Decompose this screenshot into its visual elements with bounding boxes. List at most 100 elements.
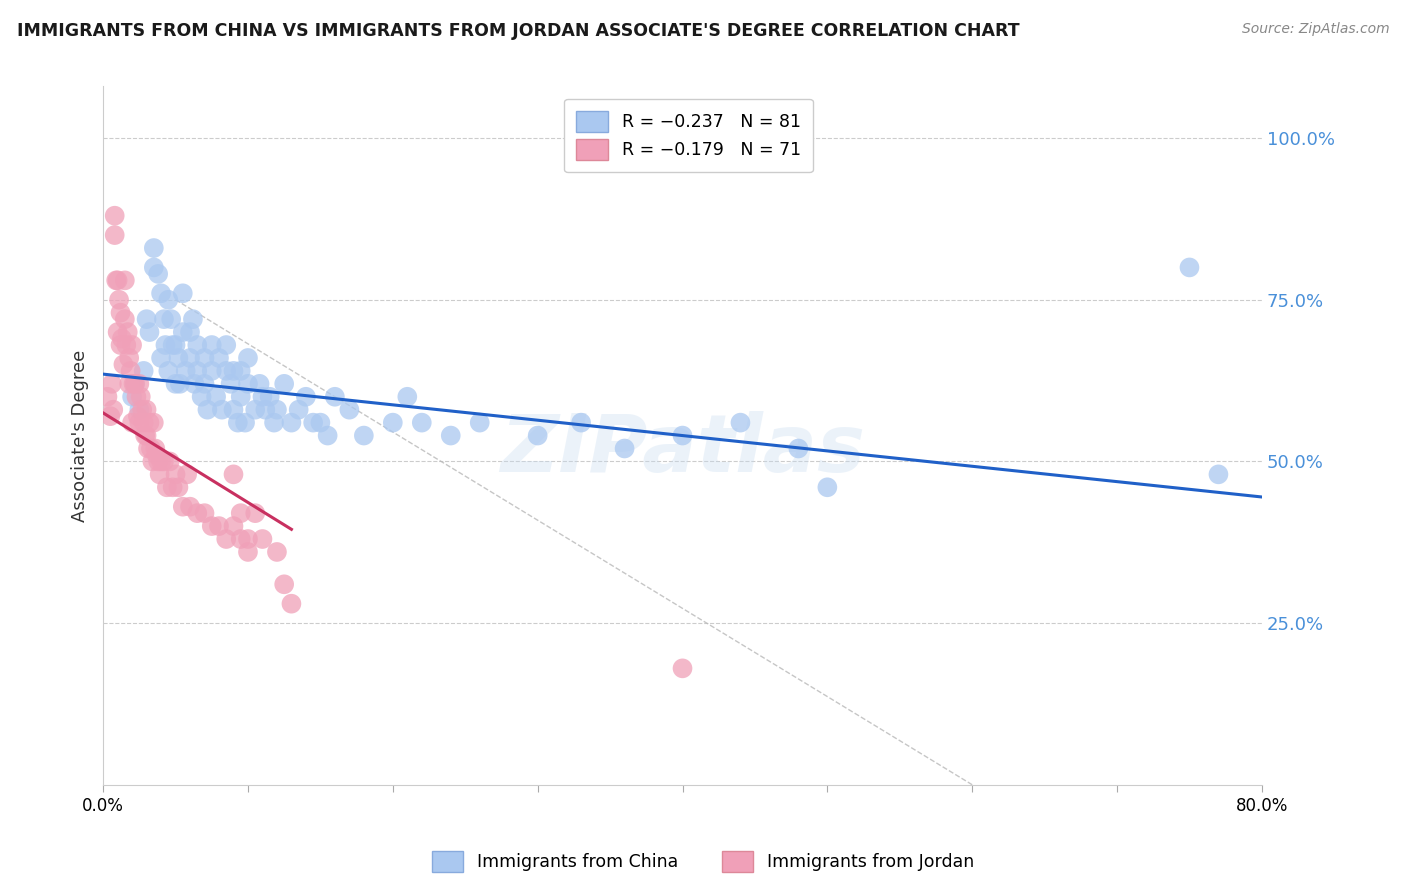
Point	[127, 409, 149, 424]
Point	[121, 390, 143, 404]
Point	[309, 416, 332, 430]
Point	[316, 428, 339, 442]
Point	[142, 416, 165, 430]
Point	[107, 325, 129, 339]
Point	[100, 409, 122, 424]
Point	[411, 416, 433, 430]
Point	[201, 519, 224, 533]
Point	[104, 209, 127, 223]
Point	[176, 467, 198, 482]
Point	[135, 428, 157, 442]
Point	[167, 480, 190, 494]
Point	[266, 402, 288, 417]
Point	[125, 390, 148, 404]
Text: IMMIGRANTS FROM CHINA VS IMMIGRANTS FROM JORDAN ASSOCIATE'S DEGREE CORRELATION C: IMMIGRANTS FROM CHINA VS IMMIGRANTS FROM…	[17, 22, 1019, 40]
Point	[468, 416, 491, 430]
Point	[186, 364, 208, 378]
Point	[174, 364, 197, 378]
Point	[193, 506, 215, 520]
Point	[440, 428, 463, 442]
Point	[138, 325, 160, 339]
Point	[136, 442, 159, 456]
Point	[121, 338, 143, 352]
Point	[254, 402, 277, 417]
Point	[236, 545, 259, 559]
Point	[236, 351, 259, 365]
Point	[138, 416, 160, 430]
Point	[115, 338, 138, 352]
Point	[249, 376, 271, 391]
Point	[105, 273, 128, 287]
Point	[181, 312, 204, 326]
Point	[787, 442, 810, 456]
Point	[245, 506, 267, 520]
Point	[132, 416, 155, 430]
Point	[229, 364, 252, 378]
Point	[211, 402, 233, 417]
Point	[1208, 467, 1230, 482]
Point	[145, 448, 167, 462]
Point	[169, 376, 191, 391]
Point	[165, 467, 187, 482]
Point	[162, 480, 184, 494]
Point	[114, 312, 136, 326]
Point	[222, 519, 245, 533]
Point	[287, 402, 309, 417]
Point	[103, 402, 125, 417]
Point	[142, 260, 165, 275]
Point	[381, 416, 404, 430]
Point	[129, 390, 152, 404]
Point	[233, 416, 256, 430]
Point	[197, 402, 219, 417]
Point	[117, 325, 139, 339]
Point	[118, 376, 141, 391]
Point	[172, 500, 194, 514]
Point	[128, 376, 150, 391]
Point	[613, 442, 636, 456]
Point	[157, 364, 180, 378]
Point	[671, 428, 693, 442]
Point	[96, 390, 118, 404]
Point	[128, 416, 150, 430]
Point	[280, 416, 302, 430]
Point	[153, 312, 176, 326]
Point	[120, 364, 142, 378]
Point	[273, 577, 295, 591]
Point	[179, 325, 201, 339]
Point	[229, 532, 252, 546]
Legend: Immigrants from China, Immigrants from Jordan: Immigrants from China, Immigrants from J…	[425, 844, 981, 879]
Point	[160, 312, 183, 326]
Point	[155, 338, 177, 352]
Point	[172, 286, 194, 301]
Point	[135, 312, 157, 326]
Point	[215, 532, 238, 546]
Point	[229, 390, 252, 404]
Text: Source: ZipAtlas.com: Source: ZipAtlas.com	[1241, 22, 1389, 37]
Point	[107, 273, 129, 287]
Point	[236, 532, 259, 546]
Point	[193, 351, 215, 365]
Point	[295, 390, 318, 404]
Point	[222, 364, 245, 378]
Point	[104, 228, 127, 243]
Point	[280, 597, 302, 611]
Point	[201, 364, 224, 378]
Point	[263, 416, 285, 430]
Legend: R = −0.237   N = 81, R = −0.179   N = 71: R = −0.237 N = 81, R = −0.179 N = 71	[564, 98, 813, 172]
Point	[146, 454, 169, 468]
Point	[146, 267, 169, 281]
Point	[730, 416, 752, 430]
Point	[128, 402, 150, 417]
Point	[132, 364, 155, 378]
Point	[101, 376, 124, 391]
Point	[183, 376, 205, 391]
Point	[135, 402, 157, 417]
Point	[245, 402, 267, 417]
Point	[252, 532, 274, 546]
Point	[259, 390, 281, 404]
Point	[302, 416, 325, 430]
Y-axis label: Associate's Degree: Associate's Degree	[72, 350, 89, 522]
Point	[186, 506, 208, 520]
Point	[1178, 260, 1201, 275]
Point	[323, 390, 346, 404]
